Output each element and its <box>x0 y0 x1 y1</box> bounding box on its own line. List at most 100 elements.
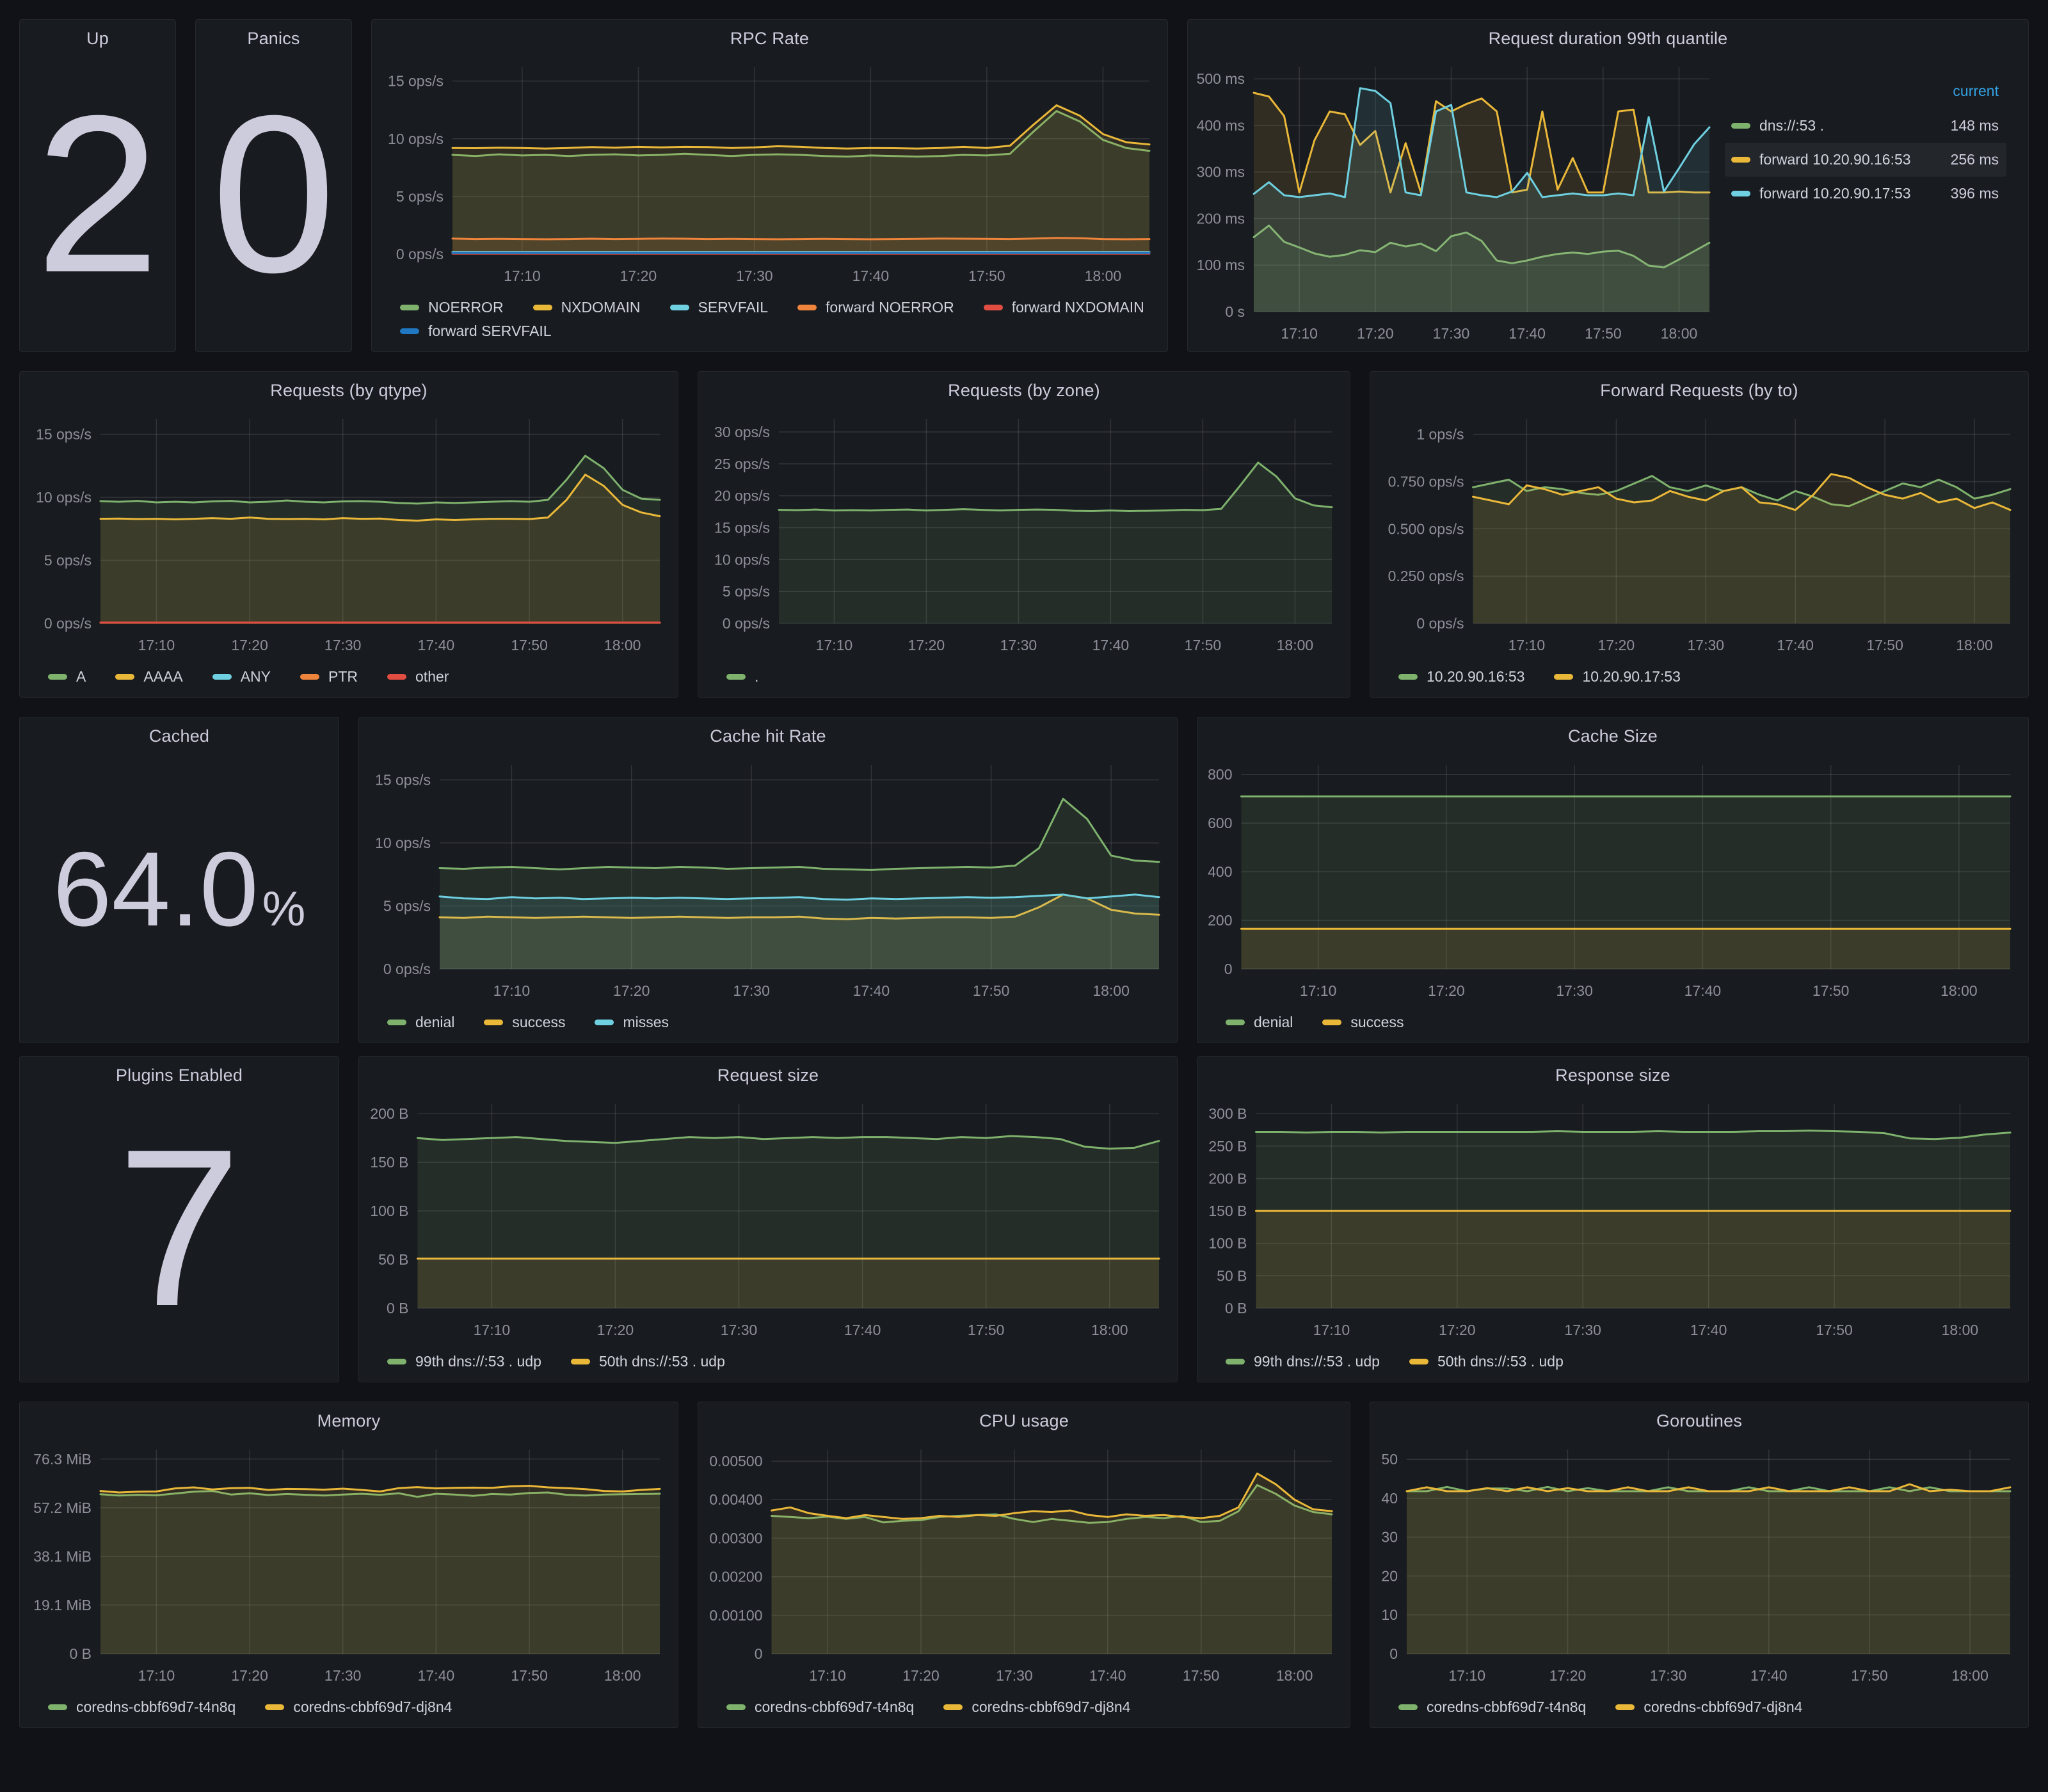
legend-item-memory-0[interactable]: coredns-cbbf69d7-t4n8q <box>48 1699 236 1716</box>
svg-text:17:30: 17:30 <box>324 637 362 653</box>
panel-title-response-size[interactable]: Response size <box>1555 1065 1670 1085</box>
chart-request-size[interactable]: 0 B 50 B 100 B 150 B 200 B 17:10 17:20 17:30 17:… <box>363 1094 1168 1348</box>
legend-column-current[interactable]: current <box>1953 83 1999 99</box>
legend-item-rpc-rate-4[interactable]: forward NXDOMAIN <box>983 299 1144 316</box>
stat-value-plugins-enabled: 7 <box>116 1103 242 1353</box>
svg-text:18:00: 18:00 <box>1951 1667 1988 1684</box>
panel-title-request-size[interactable]: Request size <box>717 1065 819 1085</box>
panel-title-request-duration[interactable]: Request duration 99th quantile <box>1488 28 1728 48</box>
svg-text:50 B: 50 B <box>1217 1267 1247 1284</box>
legend-label: coredns-cbbf69d7-t4n8q <box>1427 1699 1587 1715</box>
svg-text:17:50: 17:50 <box>1816 1322 1853 1338</box>
svg-text:25 ops/s: 25 ops/s <box>714 456 770 472</box>
svg-text:0 ops/s: 0 ops/s <box>396 246 444 262</box>
legend-item-requests-qtype-3[interactable]: PTR <box>300 668 358 685</box>
legend-item-cache-size-0[interactable]: denial <box>1226 1014 1293 1031</box>
svg-text:17:10: 17:10 <box>1508 637 1546 653</box>
legend-rpc-rate: NOERROR NXDOMAIN SERVFAIL forward NOERROR fo… <box>376 294 1158 351</box>
legend-item-forward-requests-0[interactable]: 10.20.90.16:53 <box>1398 668 1524 685</box>
legend-row-2[interactable]: forward 10.20.90.17:53 396 ms <box>1725 177 2006 211</box>
panel-title-panics[interactable]: Panics <box>247 28 300 48</box>
panel-title-forward-requests[interactable]: Forward Requests (by to) <box>1600 380 1798 400</box>
legend-item-requests-zone-0[interactable]: . <box>726 668 758 685</box>
legend-item-forward-requests-1[interactable]: 10.20.90.17:53 <box>1554 668 1681 685</box>
panel-title-requests-qtype[interactable]: Requests (by qtype) <box>270 380 428 400</box>
svg-text:17:40: 17:40 <box>1777 637 1814 653</box>
svg-text:17:10: 17:10 <box>809 1667 846 1684</box>
legend-item-rpc-rate-1[interactable]: NXDOMAIN <box>532 299 641 316</box>
svg-text:30: 30 <box>1381 1529 1398 1546</box>
legend-item-rpc-rate-3[interactable]: forward NOERROR <box>797 299 954 316</box>
legend-item-requests-qtype-0[interactable]: A <box>48 668 86 685</box>
chart-request-duration[interactable]: 0 s 100 ms 200 ms 300 ms 400 ms 500 ms 17:10 17… <box>1192 57 1718 351</box>
panel-panics: Panics 0 <box>195 19 352 352</box>
chart-forward-requests[interactable]: 0 ops/s 0.250 ops/s 0.500 ops/s 0.750 ops/s… <box>1374 409 2019 663</box>
legend-item-requests-qtype-4[interactable]: other <box>387 668 449 685</box>
chart-requests-zone[interactable]: 0 ops/s 5 ops/s 10 ops/s 15 ops/s 20 ops/s 25… <box>702 409 1341 663</box>
series-color-swatch <box>1398 1704 1418 1710</box>
stat-value-up: 2 <box>35 69 160 319</box>
legend-item-request-size-0[interactable]: 99th dns://:53 . udp <box>387 1353 541 1370</box>
panel-title-plugins-enabled[interactable]: Plugins Enabled <box>115 1065 243 1085</box>
legend-item-cpu-usage-0[interactable]: coredns-cbbf69d7-t4n8q <box>726 1699 914 1716</box>
legend-item-response-size-0[interactable]: 99th dns://:53 . udp <box>1226 1353 1380 1370</box>
series-color-swatch <box>797 305 817 310</box>
panel-title-up[interactable]: Up <box>86 28 109 48</box>
panel-title-cpu-usage[interactable]: CPU usage <box>979 1411 1069 1430</box>
legend-item-cache-size-1[interactable]: success <box>1322 1014 1404 1031</box>
chart-goroutines[interactable]: 0 10 20 30 40 50 17:10 17:20 17:30 17:40 17:50 18:0… <box>1374 1439 2019 1693</box>
legend-label: coredns-cbbf69d7-t4n8q <box>76 1699 236 1715</box>
legend-item-rpc-rate-0[interactable]: NOERROR <box>400 299 504 316</box>
svg-text:10 ops/s: 10 ops/s <box>388 131 444 147</box>
chart-rpc-rate[interactable]: 0 ops/s 5 ops/s 10 ops/s 15 ops/s 17:10 17:20… <box>376 57 1158 294</box>
panel-title-cache-size[interactable]: Cache Size <box>1567 726 1658 746</box>
legend-item-rpc-rate-5[interactable]: forward SERVFAIL <box>400 323 552 340</box>
legend-item-memory-1[interactable]: coredns-cbbf69d7-dj8n4 <box>265 1699 452 1716</box>
svg-text:17:40: 17:40 <box>853 982 890 999</box>
legend-label: 99th dns://:53 . udp <box>415 1353 541 1370</box>
svg-text:100 B: 100 B <box>1208 1235 1247 1252</box>
svg-text:10: 10 <box>1381 1606 1398 1623</box>
chart-requests-qtype[interactable]: 0 ops/s 5 ops/s 10 ops/s 15 ops/s 17:10 17:20… <box>24 409 669 663</box>
svg-text:0 ops/s: 0 ops/s <box>723 615 770 632</box>
svg-text:18:00: 18:00 <box>1940 982 1978 999</box>
legend-item-cache-hit-rate-0[interactable]: denial <box>387 1014 454 1031</box>
series-color-swatch <box>943 1704 963 1710</box>
legend-label: forward 10.20.90.17:53 <box>1759 185 1911 202</box>
legend-item-requests-qtype-1[interactable]: AAAA <box>115 668 183 685</box>
svg-text:17:10: 17:10 <box>1313 1322 1350 1338</box>
chart-cache-hit-rate[interactable]: 0 ops/s 5 ops/s 10 ops/s 15 ops/s 17:10 17:20… <box>363 755 1168 1009</box>
legend-row-1[interactable]: forward 10.20.90.16:53 256 ms <box>1725 143 2006 177</box>
legend-label: coredns-cbbf69d7-t4n8q <box>755 1699 915 1715</box>
legend-item-request-size-1[interactable]: 50th dns://:53 . udp <box>570 1353 725 1370</box>
panel-title-memory[interactable]: Memory <box>317 1411 381 1430</box>
panel-title-rpc-rate[interactable]: RPC Rate <box>730 28 810 48</box>
chart-cache-size[interactable]: 0 200 400 600 800 17:10 17:20 17:30 17:40 17:50 18… <box>1201 755 2019 1009</box>
legend-item-goroutines-0[interactable]: coredns-cbbf69d7-t4n8q <box>1398 1699 1586 1716</box>
panel-title-cache-hit-rate[interactable]: Cache hit Rate <box>710 726 826 746</box>
svg-text:30 ops/s: 30 ops/s <box>714 424 770 440</box>
legend-item-goroutines-1[interactable]: coredns-cbbf69d7-dj8n4 <box>1615 1699 1802 1716</box>
series-color-swatch <box>400 305 419 310</box>
svg-text:0 B: 0 B <box>1225 1300 1247 1316</box>
legend-current-value: 148 ms <box>1950 117 1999 134</box>
legend-item-rpc-rate-2[interactable]: SERVFAIL <box>669 299 768 316</box>
chart-cpu-usage[interactable]: 0 0.00100 0.00200 0.00300 0.00400 0.00500 17:1… <box>702 1439 1341 1693</box>
panel-title-cached[interactable]: Cached <box>148 726 210 746</box>
chart-response-size[interactable]: 0 B 50 B 100 B 150 B 200 B 250 B 300 B 17:10 17:… <box>1201 1094 2019 1348</box>
legend-row-0[interactable]: dns://:53 . 148 ms <box>1725 109 2006 143</box>
legend-label: PTR <box>328 668 358 685</box>
legend-item-response-size-1[interactable]: 50th dns://:53 . udp <box>1409 1353 1564 1370</box>
legend-item-cpu-usage-1[interactable]: coredns-cbbf69d7-dj8n4 <box>943 1699 1130 1716</box>
svg-text:0: 0 <box>755 1645 763 1662</box>
panel-title-requests-zone[interactable]: Requests (by zone) <box>948 380 1100 400</box>
chart-memory[interactable]: 0 B 19.1 MiB 38.1 MiB 57.2 MiB 76.3 MiB 17:10… <box>24 1439 669 1693</box>
svg-text:17:50: 17:50 <box>1585 325 1622 342</box>
series-color-swatch <box>1554 674 1574 680</box>
panel-title-goroutines[interactable]: Goroutines <box>1656 1411 1743 1430</box>
legend-label: 10.20.90.16:53 <box>1427 668 1525 685</box>
legend-item-cache-hit-rate-2[interactable]: misses <box>595 1014 669 1031</box>
panel-cache-hit-rate: Cache hit Rate 0 ops/s 5 ops/s 10 ops/s 15 … <box>358 717 1178 1043</box>
legend-item-cache-hit-rate-1[interactable]: success <box>484 1014 565 1031</box>
legend-item-requests-qtype-2[interactable]: ANY <box>212 668 271 685</box>
